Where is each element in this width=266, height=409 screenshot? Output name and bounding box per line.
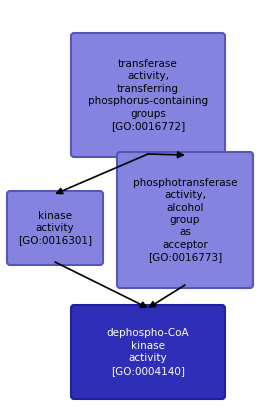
FancyBboxPatch shape xyxy=(117,152,253,288)
FancyBboxPatch shape xyxy=(7,191,103,265)
Text: dephospho-CoA
kinase
activity
[GO:0004140]: dephospho-CoA kinase activity [GO:000414… xyxy=(107,328,189,375)
FancyBboxPatch shape xyxy=(71,33,225,157)
Text: phosphotransferase
activity,
alcohol
group
as
acceptor
[GO:0016773]: phosphotransferase activity, alcohol gro… xyxy=(133,178,237,262)
Text: transferase
activity,
transferring
phosphorus-containing
groups
[GO:0016772]: transferase activity, transferring phosp… xyxy=(88,59,208,131)
FancyBboxPatch shape xyxy=(71,305,225,399)
Text: kinase
activity
[GO:0016301]: kinase activity [GO:0016301] xyxy=(18,211,92,245)
